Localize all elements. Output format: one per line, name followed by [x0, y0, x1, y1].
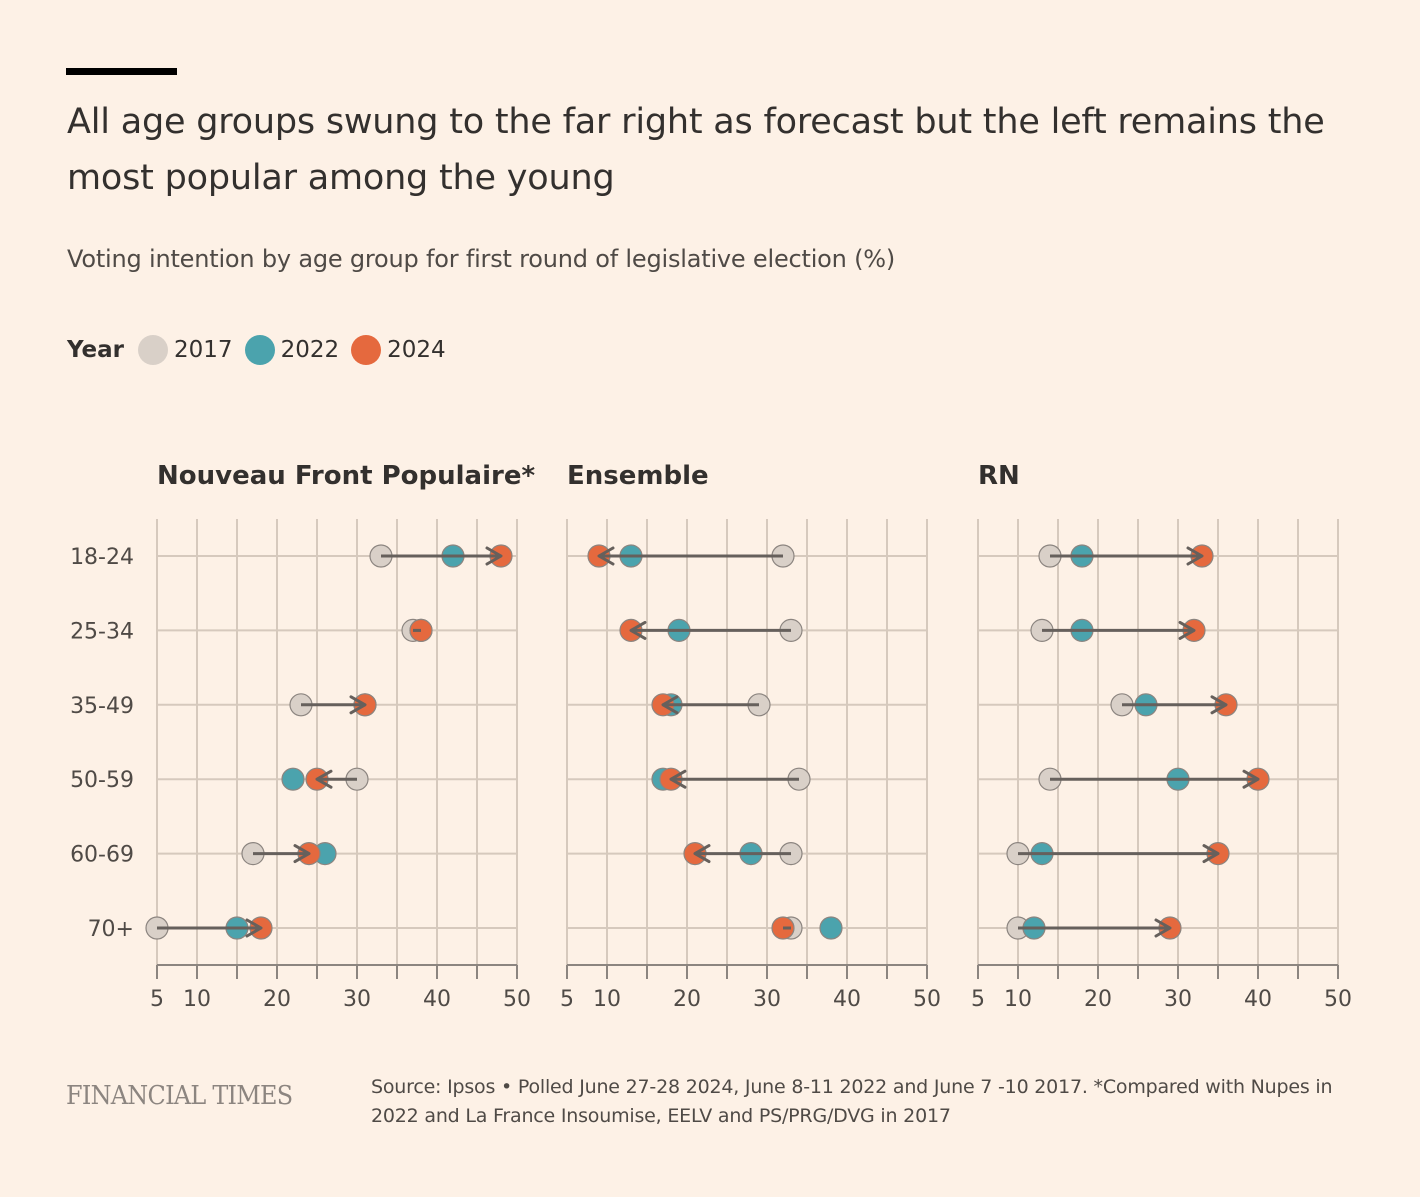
arrowhead-60-69	[293, 844, 311, 864]
x-tick-label: 40	[423, 987, 451, 1012]
panel-title-nouveau-front-populaire: Nouveau Front Populaire*	[157, 461, 535, 491]
x-tick-label: 30	[753, 987, 781, 1012]
x-tick-label: 10	[1004, 987, 1032, 1012]
arrowhead-18-24	[485, 546, 503, 566]
legend-item-2017: 2017	[138, 335, 233, 365]
x-tick-label: 5	[150, 987, 164, 1012]
legend-label-2017: 2017	[174, 337, 233, 363]
legend-item-2022: 2022	[244, 335, 340, 365]
panel-title-ensemble: Ensemble	[567, 461, 709, 491]
legend-label-2022: 2022	[280, 337, 340, 363]
legend: Year 2017 2022 2024	[67, 333, 458, 367]
arrowhead-25-34	[629, 620, 647, 640]
y-category-label: 18-24	[70, 545, 134, 570]
header-accent-bar	[66, 68, 177, 75]
x-tick-label: 30	[1164, 987, 1192, 1012]
arrowhead-70+	[245, 918, 263, 938]
y-category-label: 25-34	[70, 619, 134, 644]
x-tick-label: 50	[1324, 987, 1352, 1012]
arrowhead-70+	[1154, 918, 1172, 938]
y-category-label: 50-59	[70, 768, 134, 793]
legend-swatch-2017	[138, 335, 169, 365]
legend-swatch-2024	[351, 335, 382, 365]
arrowhead-60-69	[1202, 844, 1220, 864]
legend-item-2024: 2024	[351, 335, 446, 365]
x-tick-label: 20	[673, 987, 701, 1012]
chart-subtitle: Voting intention by age group for first …	[67, 245, 896, 273]
x-tick-label: 40	[1244, 987, 1272, 1012]
x-tick-label: 10	[183, 987, 211, 1012]
x-tick-label: 40	[833, 987, 861, 1012]
y-category-label: 60-69	[70, 843, 134, 868]
arrowhead-50-59	[669, 769, 687, 789]
x-tick-label: 50	[503, 987, 531, 1012]
ft-logo: FINANCIAL TIMES	[66, 1081, 293, 1111]
x-tick-label: 5	[971, 987, 985, 1012]
panel-title-rn: RN	[978, 461, 1020, 491]
x-tick-label: 10	[593, 987, 621, 1012]
legend-swatch-2022	[244, 335, 275, 365]
arrowhead-35-49	[1210, 695, 1228, 715]
x-tick-label: 30	[343, 987, 371, 1012]
arrowhead-50-59	[315, 769, 333, 789]
x-tick-label: 20	[1084, 987, 1112, 1012]
x-tick-label: 50	[913, 987, 941, 1012]
dot-2022-70+	[819, 916, 843, 940]
dot-2022-50-59	[281, 767, 305, 791]
arrowhead-35-49	[661, 695, 679, 715]
arrowhead-35-49	[349, 695, 367, 715]
arrowhead-60-69	[693, 844, 711, 864]
chart-title: All age groups swung to the far right as…	[67, 102, 1325, 198]
source-note: Source: Ipsos • Polled June 27-28 2024, …	[371, 1076, 1333, 1127]
legend-title: Year	[67, 337, 125, 363]
arrowhead-18-24	[597, 546, 615, 566]
x-tick-label: 5	[560, 987, 574, 1012]
y-category-label: 35-49	[70, 694, 134, 719]
arrowhead-18-24	[1186, 546, 1204, 566]
arrowhead-25-34	[1178, 620, 1196, 640]
x-tick-label: 20	[263, 987, 291, 1012]
y-category-label: 70+	[88, 917, 134, 942]
legend-label-2024: 2024	[387, 337, 446, 363]
arrowhead-50-59	[1242, 769, 1260, 789]
